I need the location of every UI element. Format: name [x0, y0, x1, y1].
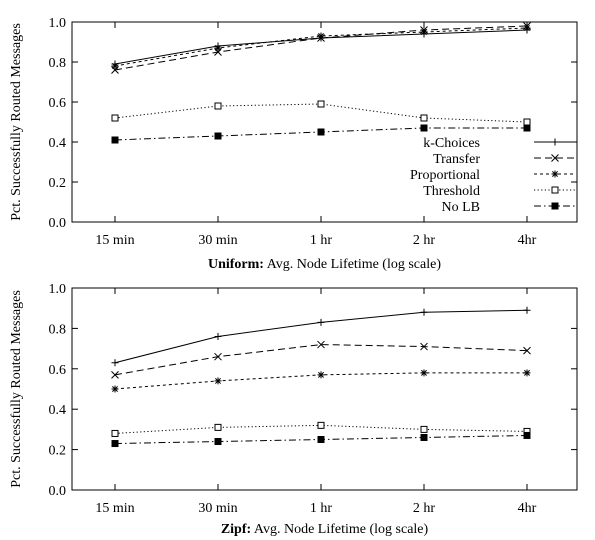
data-point — [214, 132, 222, 140]
data-point — [523, 431, 531, 439]
data-point — [214, 102, 222, 110]
data-point — [214, 44, 222, 52]
legend-label: Threshold — [423, 184, 480, 199]
legend-marker — [551, 202, 559, 210]
data-point — [317, 371, 325, 379]
legend-label: No LB — [442, 200, 481, 215]
data-point — [111, 440, 119, 448]
data-point — [420, 433, 428, 441]
data-point — [111, 114, 119, 122]
x-axis-label: Uniform: Avg. Node Lifetime (log scale) — [208, 257, 441, 272]
series-threshold — [111, 100, 531, 126]
x-tick-label: 2 hr — [413, 501, 436, 516]
data-point — [317, 128, 325, 136]
data-point — [317, 32, 325, 40]
series-line — [114, 309, 528, 364]
x-tick-label: 4hr — [518, 233, 537, 248]
series-line — [114, 103, 528, 123]
x-tick-label: 1 hr — [310, 233, 333, 248]
legend-label: Proportional — [410, 168, 480, 183]
data-point — [523, 118, 531, 126]
x-axis-label-bold: Uniform: — [208, 257, 264, 272]
data-point — [214, 352, 222, 361]
y-tick-label: 0.6 — [49, 96, 67, 111]
legend-marker — [551, 186, 559, 194]
y-tick-label: 0.8 — [49, 56, 67, 71]
x-tick-label: 4hr — [518, 501, 537, 516]
data-point — [317, 318, 325, 326]
data-point — [111, 136, 119, 144]
plot-frame — [71, 21, 578, 223]
legend-label: k-Choices — [423, 136, 480, 151]
y-tick-label: 0.0 — [49, 216, 67, 231]
chart-panel-1: 0.0 0.2 0.4 0.6 0.8 1.0 15 min 30 min 1 hr 2 hr 4h… — [9, 16, 578, 272]
data-point — [420, 114, 428, 122]
x-axis-label-bold: Zipf: — [221, 522, 251, 537]
data-point — [111, 385, 119, 393]
y-tick-label: 0.8 — [49, 322, 67, 337]
y-axis-label: Pct. Successfully Routed Messages — [9, 23, 24, 221]
series-threshold — [111, 421, 531, 437]
data-point — [420, 425, 428, 433]
y-tick-label: 1.0 — [49, 16, 67, 31]
series-line — [114, 25, 528, 71]
data-point — [111, 359, 119, 367]
plot-frame — [71, 287, 578, 491]
series-no-lb — [111, 124, 531, 144]
data-point — [523, 306, 531, 314]
legend-marker — [551, 170, 559, 178]
y-tick-label: 0.2 — [49, 444, 67, 459]
x-tick-label: 30 min — [198, 501, 237, 516]
y-tick-label: 1.0 — [49, 282, 67, 297]
series-no-lb — [111, 431, 531, 448]
data-point — [420, 28, 428, 36]
data-point — [420, 124, 428, 132]
y-tick-label: 0.0 — [49, 484, 67, 499]
series-transfer — [111, 340, 531, 379]
data-point — [214, 377, 222, 385]
data-point — [214, 423, 222, 431]
y-tick-label: 0.4 — [49, 403, 67, 418]
data-point — [420, 308, 428, 316]
x-axis-label-text: Avg. Node Lifetime (log scale) — [264, 257, 441, 272]
data-point — [214, 438, 222, 446]
x-axis-label-text: Avg. Node Lifetime (log scale) — [251, 522, 428, 537]
legend-marker — [551, 154, 559, 162]
y-tick-label: 0.6 — [49, 363, 67, 378]
series-proportional — [111, 369, 531, 393]
series-line — [114, 344, 528, 376]
data-point — [523, 124, 531, 132]
data-point — [523, 369, 531, 377]
x-tick-label: 1 hr — [310, 501, 333, 516]
data-point — [317, 100, 325, 108]
x-tick-label: 2 hr — [413, 233, 436, 248]
data-point — [523, 346, 531, 355]
y-axis-label: Pct. Successfully Routed Messages — [9, 290, 24, 488]
chart-panel-2: 0.0 0.2 0.4 0.6 0.8 1.0 15 min 30 min 1 hr 2 hr 4h… — [9, 282, 578, 537]
legend: k-ChoicesTransferProportionalThresholdNo… — [410, 136, 576, 215]
legend-label: Transfer — [433, 152, 480, 167]
x-tick-label: 30 min — [198, 233, 237, 248]
data-point — [214, 332, 222, 340]
y-tick-label: 0.2 — [49, 176, 67, 191]
data-point — [420, 342, 428, 351]
series-proportional — [111, 24, 531, 70]
x-axis-label: Zipf: Avg. Node Lifetime (log scale) — [221, 522, 429, 537]
data-point — [317, 421, 325, 429]
series-k-choices — [111, 306, 531, 367]
data-point — [317, 436, 325, 443]
data-point — [420, 369, 428, 377]
legend-marker — [551, 138, 559, 146]
y-tick-label: 0.4 — [49, 136, 67, 151]
data-point — [317, 340, 325, 349]
x-tick-label: 15 min — [95, 233, 134, 248]
x-tick-label: 15 min — [95, 501, 134, 516]
data-point — [111, 371, 119, 379]
data-point — [111, 429, 119, 437]
data-point — [523, 24, 531, 32]
data-point — [111, 62, 119, 70]
